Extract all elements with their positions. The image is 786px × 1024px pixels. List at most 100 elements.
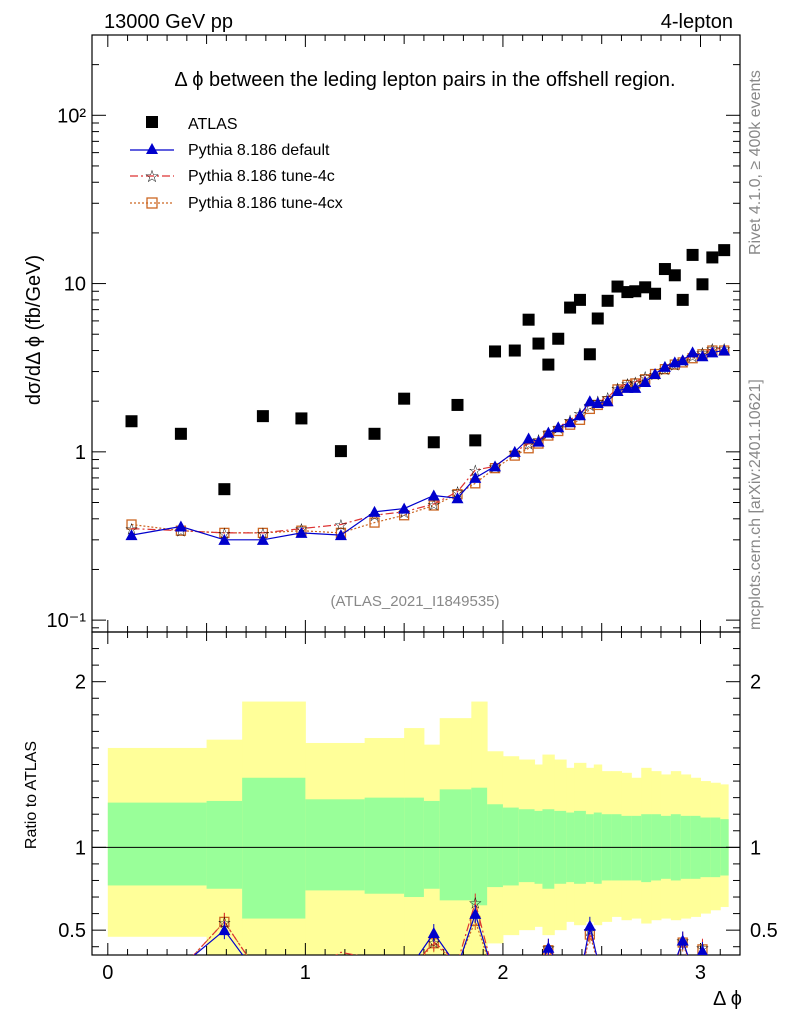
ratio-band-inner (593, 812, 603, 884)
ratio-point-1 (218, 924, 231, 936)
x-tick-label: 0 (102, 962, 113, 984)
data-point (368, 427, 381, 440)
mc-point-1 (718, 344, 731, 356)
ratio-tick-label-right: 0.5 (750, 920, 778, 942)
data-point (573, 293, 586, 306)
ratio-point-2: ☆ (468, 896, 482, 913)
data-point (334, 445, 347, 458)
ratio-tick-label: 2 (75, 672, 86, 694)
data-point (686, 248, 699, 261)
ratio-series: ☆☆☆☆☆☆☆ (193, 893, 710, 955)
legend-marker-tune4c: ☆ (144, 167, 159, 186)
mc-point-2: ☆ (334, 518, 348, 535)
legend: ATLAS Pythia 8.186 default ☆ Pythia 8.18… (130, 116, 343, 212)
mc-point-1 (489, 460, 502, 472)
legend-marker-atlas (146, 116, 158, 128)
x-axis-label: Δ ϕ (713, 988, 742, 1010)
header-left: 13000 GeV pp (104, 11, 233, 33)
ratio-band-inner (423, 800, 441, 889)
ratio-band-inner (242, 777, 306, 919)
analysis-tag: (ATLAS_2021_I1849535) (330, 593, 499, 610)
data-point (696, 278, 709, 291)
mc-point-1 (295, 526, 308, 538)
ratio-point-1 (427, 927, 440, 939)
mc-point-1 (658, 360, 671, 372)
data-point (256, 410, 269, 423)
y-axis-label: dσ/dΔ ϕ (fb/GeV) (23, 255, 45, 405)
mc-point-1 (676, 354, 689, 366)
ratio-point-1 (697, 945, 708, 955)
y-tick-label: 10² (57, 105, 86, 127)
mc-point-1 (522, 432, 535, 444)
ratio-band-inner (542, 809, 555, 889)
data-point (564, 301, 577, 314)
ratio-frame (91, 631, 741, 956)
mc-point-1 (591, 397, 604, 409)
ratio-band-inner (471, 787, 488, 906)
legend-marker-default (146, 143, 158, 154)
data-point (218, 483, 231, 496)
data-point (629, 285, 642, 298)
header-right: 4-lepton (661, 11, 733, 33)
data-point (591, 312, 604, 325)
data-point (489, 345, 502, 358)
data-point (532, 337, 545, 350)
legend-label-tune4c: Pythia 8.186 tune-4c (188, 168, 335, 185)
ratio-point-1 (542, 941, 555, 953)
ratio-point-1 (583, 919, 596, 931)
ratio-band-inner (439, 789, 472, 901)
ratio-tick-label-right: 2 (750, 672, 761, 694)
ratio-tick-label-right: 1 (750, 837, 761, 859)
mc-point-2: ☆ (427, 497, 441, 514)
mc-point-1 (639, 376, 652, 388)
ratio-band (107, 701, 729, 955)
mc-point-3 (369, 517, 380, 528)
mc-point-1 (629, 381, 642, 393)
data-point (552, 332, 565, 345)
legend-label-atlas: ATLAS (188, 116, 238, 133)
data-point (451, 398, 464, 411)
data-point (295, 412, 308, 425)
ratio-band-inner (631, 815, 642, 881)
mc-point-1 (611, 384, 624, 396)
mc-point-1 (368, 505, 381, 517)
legend-label-default: Pythia 8.186 default (188, 142, 330, 159)
y-tick-label: 10⁻¹ (47, 610, 87, 632)
data-point (639, 281, 652, 294)
y-tick-label: 1 (75, 442, 86, 464)
mc-point-1 (398, 502, 411, 514)
data-point (398, 392, 411, 405)
mc-point-1 (552, 421, 565, 433)
data-point (508, 344, 521, 357)
ratio-band-inner (206, 800, 243, 889)
ratio-band-inner (305, 799, 366, 891)
mc-point-1 (427, 489, 440, 501)
data-point (583, 348, 596, 361)
data-point (601, 294, 614, 307)
ratio-point-1 (469, 907, 482, 919)
mc-point-1 (542, 426, 555, 438)
mc-point-1 (532, 435, 545, 447)
mc-point-1 (125, 529, 138, 541)
mc-point-1 (508, 445, 521, 457)
data-point (718, 244, 731, 257)
data-point (649, 287, 662, 300)
y-tick-label: 10 (64, 274, 86, 296)
mc-point-1 (621, 381, 634, 393)
plot-title: Δ ϕ between the leding lepton pairs in t… (174, 69, 675, 91)
mc-point-1 (696, 350, 709, 362)
mc-point-1 (583, 395, 596, 407)
mc-point-1 (686, 346, 699, 358)
mc-point-1 (573, 409, 586, 421)
data-point (125, 415, 138, 428)
ratio-band-inner (502, 807, 520, 886)
ratio-band-inner (585, 814, 595, 883)
x-tick-label: 3 (695, 962, 706, 984)
mc-point-1 (564, 416, 577, 428)
data-point (658, 263, 671, 276)
data-point (522, 313, 535, 326)
mc-point-1 (469, 471, 482, 483)
mc-line-1 (131, 349, 725, 541)
mc-point-1 (334, 529, 347, 541)
x-tick-label: 1 (300, 962, 311, 984)
